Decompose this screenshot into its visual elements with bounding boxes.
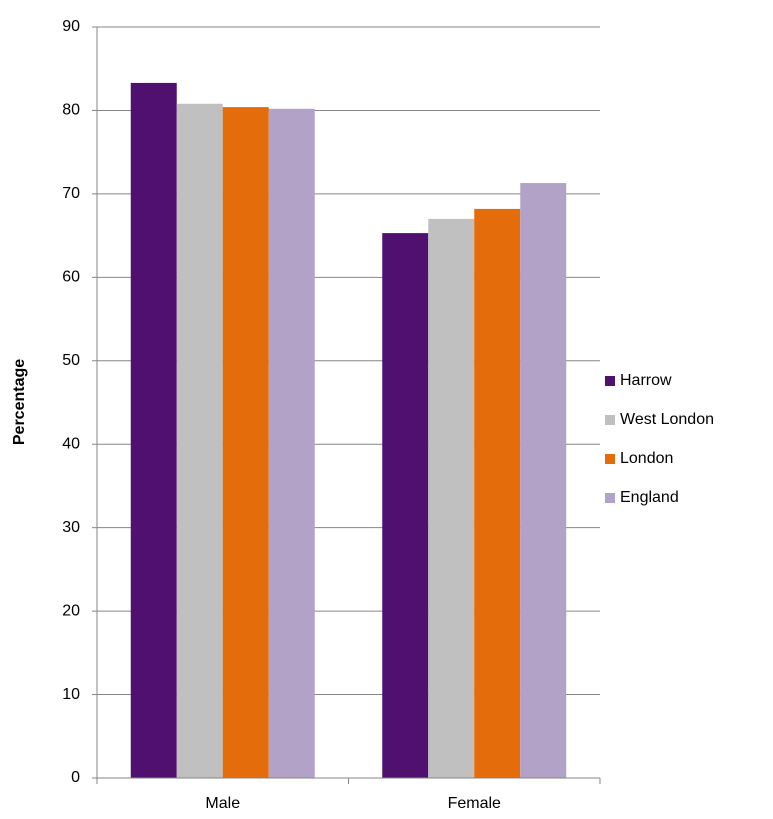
y-tick-label: 40 <box>62 435 80 452</box>
y-tick-label: 0 <box>71 769 80 786</box>
legend-swatch <box>605 376 615 386</box>
y-axis-label: Percentage <box>11 359 28 445</box>
legend-label: Harrow <box>620 372 672 389</box>
legend-label: London <box>620 450 673 467</box>
y-tick-label: 70 <box>62 185 80 202</box>
bar <box>474 208 521 779</box>
bar <box>130 82 177 778</box>
y-tick-label: 10 <box>62 686 80 703</box>
y-tick-label: 30 <box>62 519 80 536</box>
y-tick-label: 80 <box>62 102 80 119</box>
bar <box>222 107 269 778</box>
legend-swatch <box>605 454 615 464</box>
y-tick-label: 50 <box>62 352 80 369</box>
bar <box>382 233 429 778</box>
legend-label: West London <box>620 411 714 428</box>
bar <box>176 103 223 778</box>
x-tick-label: Female <box>448 795 501 812</box>
legend-swatch <box>605 415 615 425</box>
bar <box>520 183 567 778</box>
legend-swatch <box>605 493 615 503</box>
legend-label: England <box>620 489 679 506</box>
bar <box>268 108 315 778</box>
y-tick-label: 60 <box>62 269 80 286</box>
bar <box>428 218 475 778</box>
y-tick-label: 90 <box>62 18 80 35</box>
x-tick-label: Male <box>205 795 240 812</box>
y-tick-label: 20 <box>62 602 80 619</box>
